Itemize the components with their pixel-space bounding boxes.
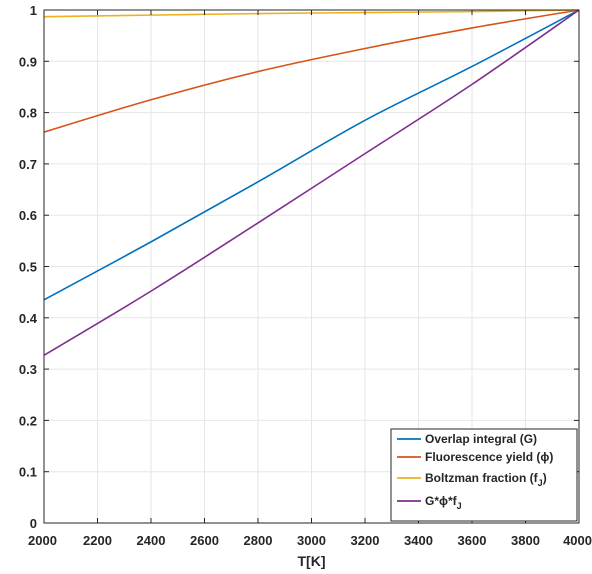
y-tick-label: 0.8: [19, 106, 37, 121]
axis-ticks: 2000 2200 2400 2600 2800 3000 3200 3400 3600 3800…: [19, 3, 592, 548]
legend-label: G*ϕ*fJ: [425, 494, 462, 511]
x-tick-label: 3400: [404, 533, 433, 548]
legend-label: Overlap integral (G): [425, 432, 537, 446]
legend-label: Fluorescence yield (ϕ): [425, 450, 553, 464]
x-tick-label: 3600: [458, 533, 487, 548]
y-tick-label: 1: [30, 3, 37, 18]
y-tick-label: 0.9: [19, 54, 37, 69]
y-tick-label: 0.4: [19, 311, 38, 326]
series-lines: [43, 9, 580, 356]
y-tick-label: 0.3: [19, 362, 37, 377]
y-tick-label: 0.1: [19, 465, 37, 480]
series-line-4: [43, 9, 580, 356]
y-tick-label: 0.7: [19, 157, 37, 172]
y-tick-label: 0.6: [19, 208, 37, 223]
y-tick-label: 0.2: [19, 413, 37, 428]
x-tick-label: 3000: [297, 533, 326, 548]
legend-box: [390, 428, 578, 522]
y-tick-label: 0: [30, 516, 37, 531]
series-line-1: [43, 9, 580, 301]
x-tick-label: 2400: [137, 533, 166, 548]
legend-label: Boltzman fraction (fJ): [425, 471, 547, 488]
x-tick-label: 2200: [83, 533, 112, 548]
legend: Overlap integral (G) Fluorescence yield (…: [390, 428, 578, 522]
x-tick-label: 2000: [28, 533, 57, 548]
y-tick-label: 0.5: [19, 260, 37, 275]
x-tick-label: 3800: [511, 533, 540, 548]
x-axis-label: T[K]: [298, 553, 326, 569]
x-tick-label: 4000: [563, 533, 592, 548]
x-tick-label: 2800: [244, 533, 273, 548]
series-line-2: [43, 9, 580, 133]
x-tick-label: 2600: [190, 533, 219, 548]
x-tick-label: 3200: [351, 533, 380, 548]
